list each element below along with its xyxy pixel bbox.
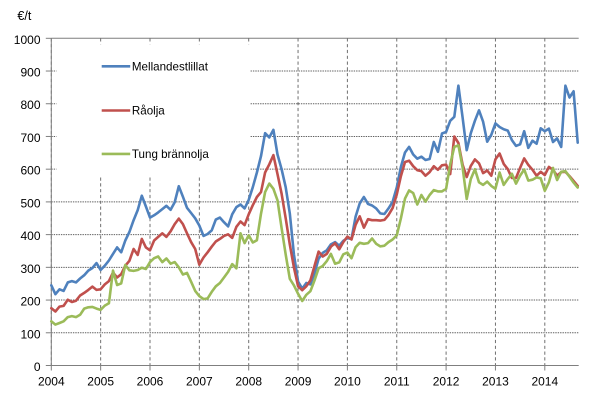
svg-text:200: 200	[20, 295, 40, 309]
svg-text:Mellandestlillat: Mellandestlillat	[132, 61, 209, 74]
svg-text:2009: 2009	[285, 375, 312, 389]
svg-text:2008: 2008	[235, 375, 262, 389]
svg-text:2011: 2011	[384, 375, 410, 389]
svg-text:2005: 2005	[87, 375, 114, 389]
svg-text:300: 300	[20, 262, 40, 276]
svg-text:2004: 2004	[38, 375, 65, 389]
svg-text:2006: 2006	[137, 375, 164, 389]
svg-text:2010: 2010	[334, 375, 361, 389]
svg-text:Råolja: Råolja	[132, 105, 165, 118]
svg-text:€/t: €/t	[17, 9, 31, 23]
svg-text:500: 500	[20, 196, 40, 210]
svg-text:2014: 2014	[531, 375, 558, 389]
svg-text:800: 800	[20, 98, 40, 112]
svg-text:0: 0	[34, 360, 41, 374]
svg-text:Tung brännolja: Tung brännolja	[132, 148, 209, 161]
svg-text:100: 100	[20, 327, 40, 341]
svg-text:600: 600	[20, 164, 40, 178]
svg-text:900: 900	[20, 66, 40, 80]
svg-text:2007: 2007	[186, 375, 213, 389]
svg-text:2012: 2012	[433, 375, 460, 389]
svg-text:400: 400	[20, 229, 40, 243]
svg-text:1000: 1000	[14, 33, 41, 47]
svg-text:700: 700	[20, 131, 40, 145]
svg-text:2013: 2013	[482, 375, 509, 389]
